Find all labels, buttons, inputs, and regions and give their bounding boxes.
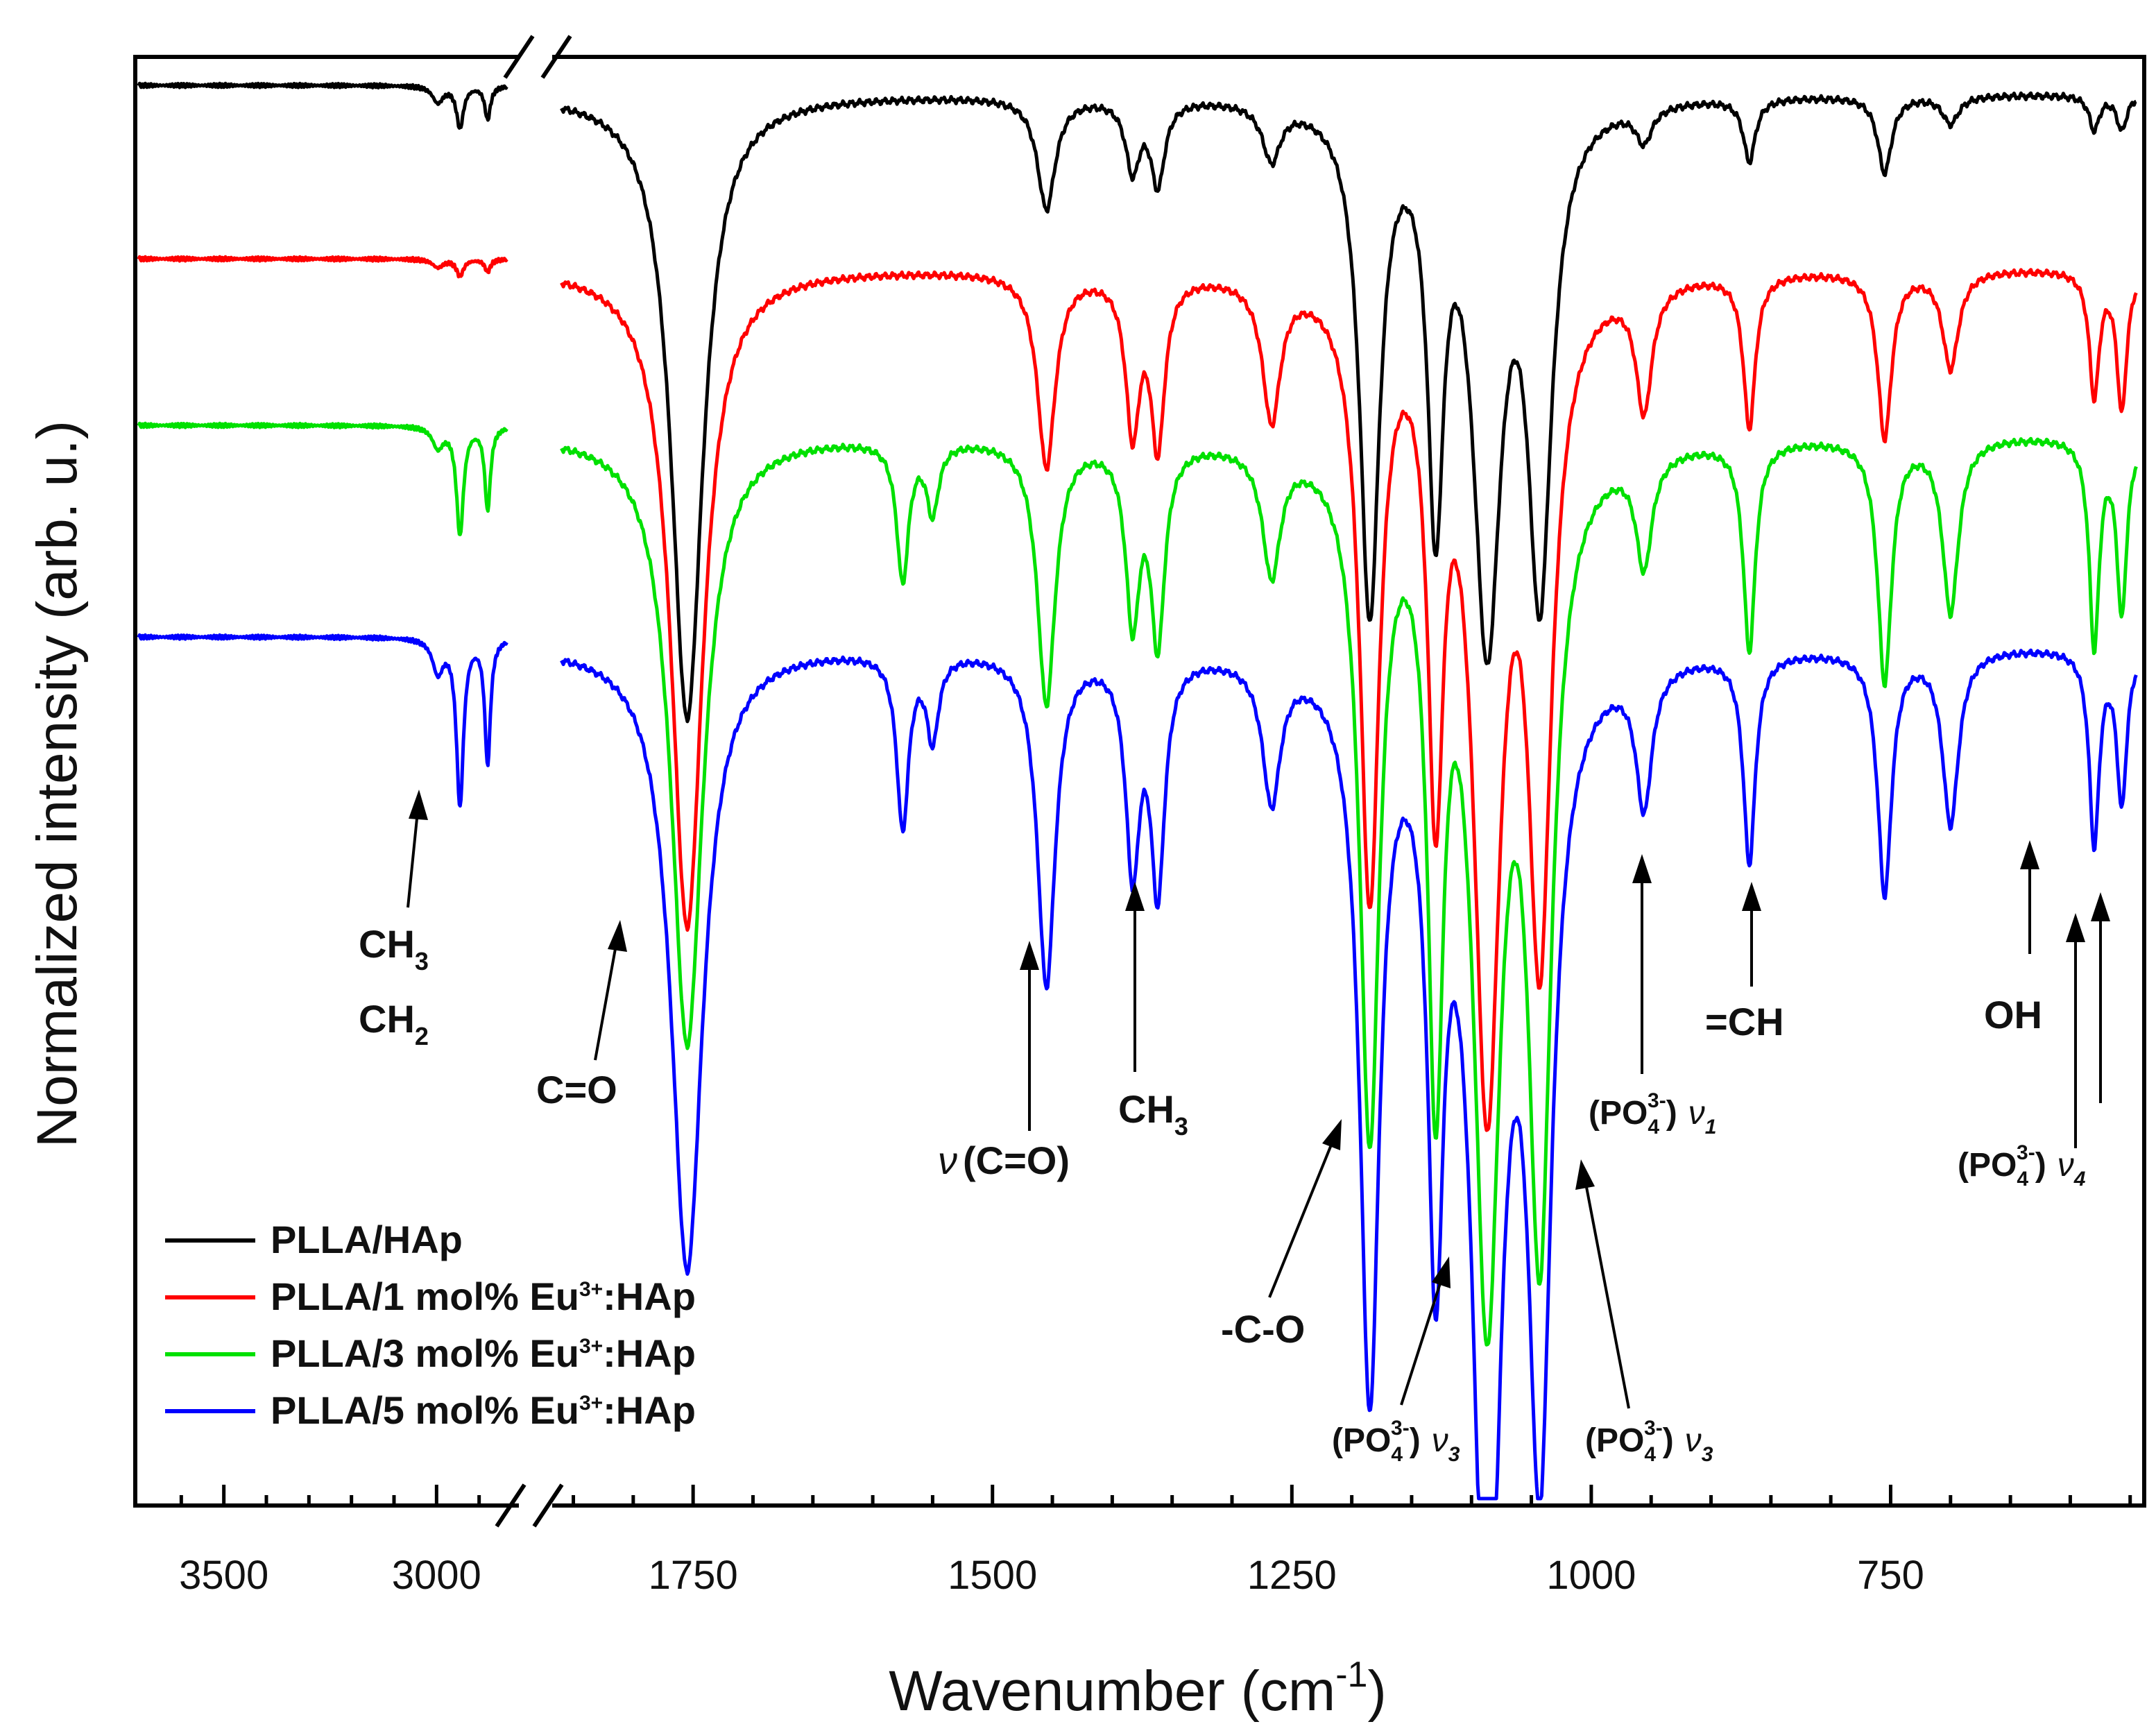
series-line-eu5 [560, 648, 2138, 1501]
arrowhead-po4-nu1 [1632, 854, 1652, 883]
tick-label-1750: 1750 [649, 1553, 738, 1598]
arrowhead-ch-eq [1742, 882, 1761, 911]
annotation-labels: CH3 CH2 C=O ν (C=O) CH3 -C-O (PO43-) ν3 (P… [359, 922, 2086, 1466]
label-po4-nu1: (PO43-) ν1 [1589, 1089, 1716, 1139]
arrow-po4-nu3-b [1582, 1168, 1630, 1409]
series-layer [137, 81, 2138, 1501]
label-ch-eq: =CH [1705, 1000, 1784, 1043]
series-line-plla-hap [560, 91, 2137, 724]
series-line-eu3 [560, 436, 2138, 1347]
legend-label-eu5: PLLA/5 mol% Eu3+:HAp [271, 1388, 696, 1432]
label-ch2: CH2 [359, 997, 429, 1050]
x-axis-title: Wavenumber (cm-1) [889, 1655, 1387, 1723]
arrowhead-oh [2020, 840, 2039, 869]
annotation-arrows [407, 790, 2110, 1409]
label-c-o-single: -C-O [1221, 1307, 1305, 1351]
series-line-plla-hap-left [137, 81, 508, 130]
series-line-eu1 [560, 268, 2138, 1132]
x-tick-labels: 3500 3000 1750 1500 1250 1000 750 [179, 1553, 1924, 1598]
tick-label-3500: 3500 [179, 1553, 268, 1598]
label-c-o-double: C=O [536, 1068, 617, 1111]
arrowhead-nu-c-o [1020, 941, 1039, 970]
axis-break-marks [495, 35, 572, 1528]
tick-label-1000: 1000 [1546, 1553, 1636, 1598]
tick-label-1250: 1250 [1247, 1553, 1337, 1598]
legend-label-eu3: PLLA/3 mol% Eu3+:HAp [271, 1331, 696, 1375]
arrowhead-po4-nu4-b [2091, 892, 2110, 921]
plot-frame [133, 55, 2146, 1508]
arrowhead-c-o-single [1322, 1119, 1342, 1150]
label-po4-nu4: (PO43-) ν4 [1958, 1141, 2086, 1191]
label-ch3-a: CH3 [359, 922, 429, 975]
arrowhead-c-o-double [608, 920, 627, 952]
arrowhead-po4-nu3-a [1432, 1256, 1451, 1288]
series-line-eu5-left [137, 633, 508, 808]
legend-label-eu1: PLLA/1 mol% Eu3+:HAp [271, 1274, 696, 1318]
label-po4-nu3-b: (PO43-) ν3 [1585, 1417, 1713, 1466]
label-nu-c-o: ν (C=O) [938, 1139, 1070, 1182]
series-line-eu1-left [137, 255, 508, 279]
arrowhead-ch3-ch2 [409, 790, 428, 820]
tick-label-750: 750 [1857, 1553, 1924, 1598]
arrow-c-o-double [594, 929, 620, 1061]
y-axis-title: Normalized intensity (arb. u.) [26, 420, 89, 1148]
label-oh: OH [1984, 993, 2042, 1037]
arrowhead-ch3-bend [1125, 882, 1145, 911]
arrow-c-o-single [1268, 1129, 1339, 1298]
x-tick-layer [179, 1485, 2132, 1506]
label-po4-nu3-a: (PO43-) ν3 [1332, 1417, 1460, 1466]
label-ch3-bend: CH3 [1118, 1087, 1188, 1141]
arrowhead-po4-nu3-b [1575, 1159, 1595, 1190]
arrowhead-po4-nu4-a [2066, 913, 2085, 942]
tick-label-1500: 1500 [948, 1553, 1037, 1598]
legend: PLLA/HAp PLLA/1 mol% Eu3+:HAp PLLA/3 mol… [165, 1218, 696, 1432]
legend-label-plla-hap: PLLA/HAp [271, 1218, 463, 1261]
arrow-po4-nu3-a [1400, 1265, 1447, 1406]
tick-label-3000: 3000 [392, 1553, 481, 1598]
series-line-eu3-left [137, 421, 508, 536]
